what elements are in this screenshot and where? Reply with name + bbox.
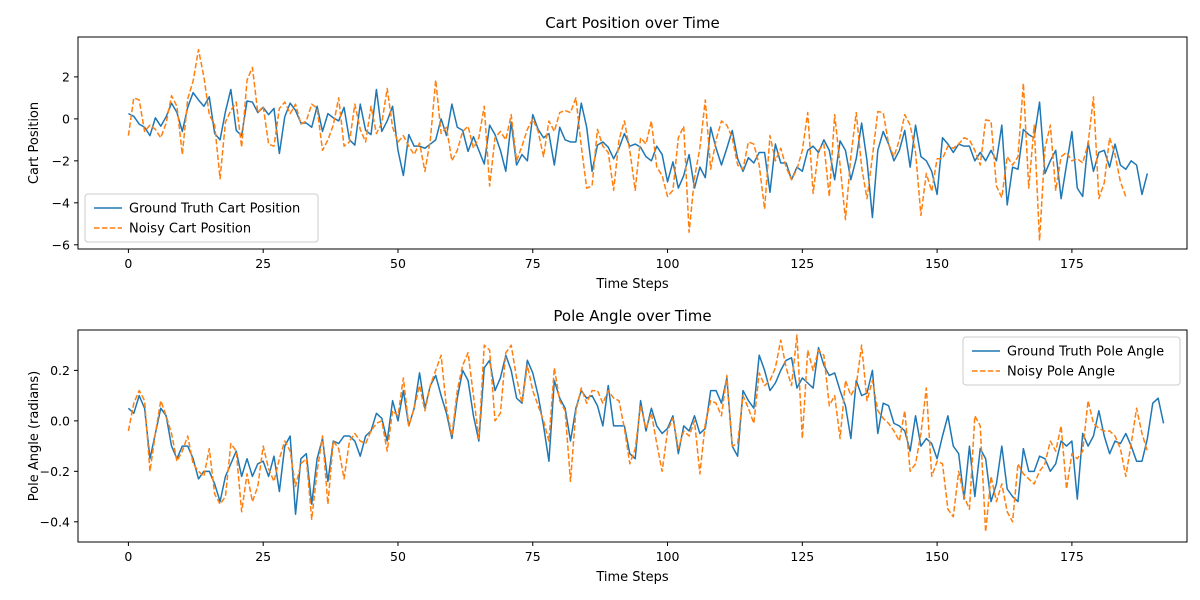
y-tick-label: −0.4 bbox=[40, 514, 70, 529]
y-tick-label: −4 bbox=[52, 195, 70, 210]
x-tick-label: 125 bbox=[790, 256, 814, 271]
x-tick-label: 75 bbox=[525, 256, 541, 271]
chart-title: Cart Position over Time bbox=[545, 14, 720, 32]
x-tick-label: 75 bbox=[525, 549, 541, 564]
y-tick-label: 0 bbox=[62, 111, 70, 126]
subplot-1: 0 25 50 75 100 125 150 175 −6 −4 −2 0 2 Cart Position… bbox=[27, 14, 1188, 292]
x-tick-label: 125 bbox=[790, 549, 814, 564]
x-tick-label: 50 bbox=[390, 256, 406, 271]
legend-box bbox=[84, 193, 319, 243]
x-tick-label: 175 bbox=[1060, 549, 1084, 564]
x-tick-label: 50 bbox=[390, 549, 406, 564]
x-tick-label: 25 bbox=[255, 256, 271, 271]
y-tick-label: 0.0 bbox=[50, 413, 70, 428]
x-tick-label: 0 bbox=[124, 256, 132, 271]
subplot-2: 0 25 50 75 100 125 150 175 −0.4 −0.2 0.0 0.2 Pole An… bbox=[27, 307, 1188, 585]
x-tick-label: 150 bbox=[925, 549, 949, 564]
legend: Ground Truth Cart Position Noisy Cart Pos… bbox=[84, 193, 319, 243]
x-axis-label: Time Steps bbox=[595, 277, 669, 292]
legend: Ground Truth Pole Angle Noisy Pole Angle bbox=[962, 336, 1181, 386]
y-tick-label: −2 bbox=[52, 153, 70, 168]
plot-frame bbox=[77, 329, 1188, 543]
x-tick-label: 175 bbox=[1060, 256, 1084, 271]
legend-label: Ground Truth Pole Angle bbox=[1007, 345, 1164, 360]
series-line-2 bbox=[127, 334, 1149, 533]
legend-box bbox=[962, 336, 1181, 386]
x-axis-label: Time Steps bbox=[595, 570, 669, 585]
chart-title: Pole Angle over Time bbox=[553, 307, 711, 325]
y-tick-label: 2 bbox=[62, 69, 70, 84]
x-tick-label: 25 bbox=[255, 549, 271, 564]
x-tick-label: 0 bbox=[124, 549, 132, 564]
x-tick-label: 100 bbox=[656, 256, 680, 271]
legend-label: Ground Truth Cart Position bbox=[129, 202, 300, 217]
legend-label: Noisy Pole Angle bbox=[1007, 365, 1115, 380]
y-tick-label: −0.2 bbox=[40, 464, 70, 479]
y-axis-label: Cart Position bbox=[27, 102, 42, 184]
x-tick-label: 100 bbox=[656, 549, 680, 564]
series-line-1 bbox=[127, 346, 1165, 515]
plot-frame bbox=[77, 36, 1188, 250]
x-tick-label: 150 bbox=[925, 256, 949, 271]
y-tick-label: 0.2 bbox=[50, 363, 70, 378]
legend-label: Noisy Cart Position bbox=[129, 222, 251, 237]
y-axis-label: Pole Angle (radians) bbox=[27, 371, 42, 502]
y-tick-label: −6 bbox=[52, 237, 70, 252]
series-line-2 bbox=[127, 48, 1127, 242]
